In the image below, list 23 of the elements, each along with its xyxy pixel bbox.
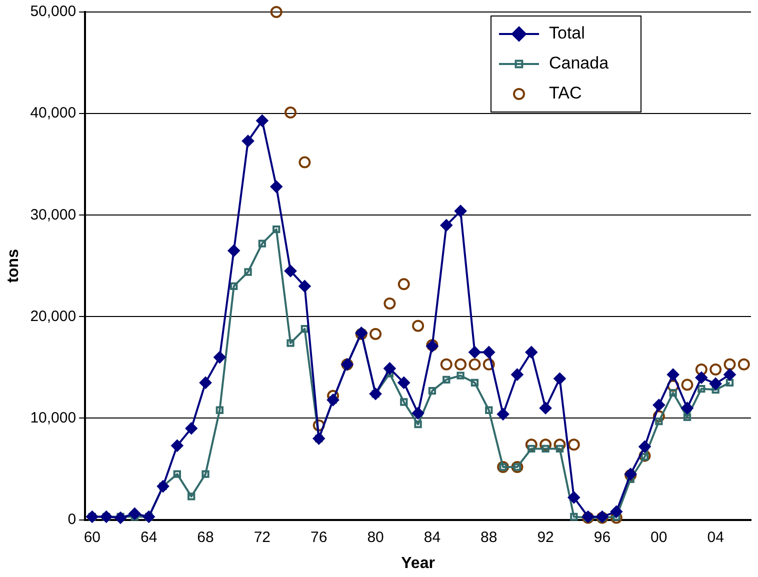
x-tick-label: 88 [480,528,498,546]
y-tick-label: 50,000 [30,3,76,20]
y-tick-label: 40,000 [30,104,76,122]
y-tick-label: 30,000 [30,206,76,224]
y-tick-label: 0 [68,510,76,528]
x-tick-label: 80 [367,528,384,546]
x-tick-label: 92 [537,528,554,546]
y-tick-label: 20,000 [30,308,76,325]
x-tick-label: 00 [650,528,668,546]
y-tick-label: 10,000 [30,409,76,426]
x-tick-label: 84 [424,528,441,546]
x-tick-label: 64 [140,528,158,546]
x-tick-label: 72 [254,528,271,546]
legend-label: TAC [549,84,582,103]
legend-label: Canada [549,54,610,73]
x-axis-title: Year [401,554,435,572]
x-tick-label: 04 [707,528,724,546]
y-axis-title: tons [5,248,22,283]
x-tick-label: 68 [197,528,214,546]
x-tick-label: 76 [310,528,328,546]
x-tick-label: 60 [84,528,101,546]
x-tick-label: 96 [594,528,611,546]
legend-label: Total [549,24,585,43]
